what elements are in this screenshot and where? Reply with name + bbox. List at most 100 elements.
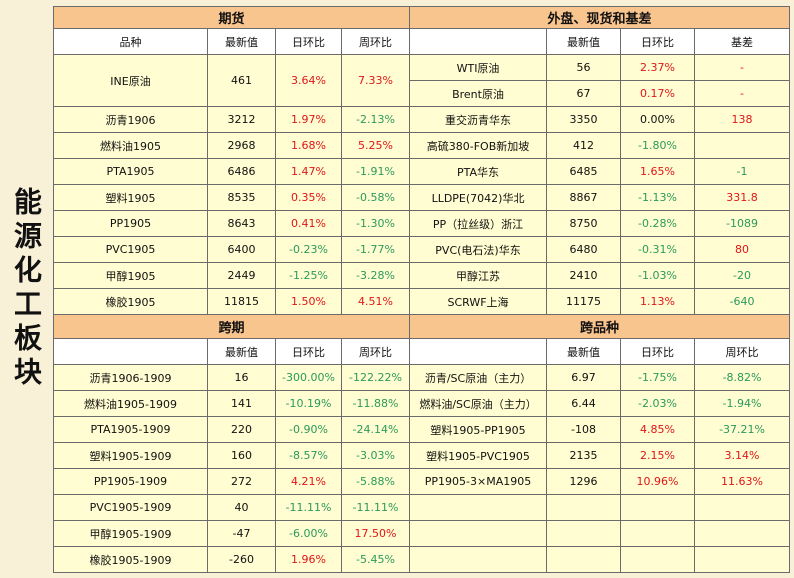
futures-name-cell: PP1905 (53, 210, 208, 237)
spread-day-change-cell: -0.90% (275, 416, 342, 443)
spot-day-change-cell: -0.31% (620, 236, 696, 263)
cross-day-change-cell: 4.85% (620, 416, 696, 443)
spot-value-cell: 8750 (546, 210, 622, 237)
spot-basis-cell: - (694, 54, 791, 81)
table-row: PP1905 8643 0.41% -1.30% PP（拉丝级）浙江 8750 -0.28%… (53, 210, 791, 237)
futures-value-cell: 2968 (207, 132, 276, 159)
cross-name-cell: 塑料1905-PVC1905 (409, 442, 548, 469)
spot-name-cell: 重交沥青华东 (409, 106, 548, 133)
futures-week-change-cell: -1.30% (340, 210, 411, 237)
spot-value-cell: 8867 (546, 184, 622, 211)
futures-week-change-cell: -1.91% (340, 158, 411, 185)
futures-header-day: 日环比 (275, 28, 342, 55)
cross-value-cell: 6.44 (546, 390, 622, 417)
futures-week-change-cell: 5.25% (340, 132, 411, 159)
table-row: 橡胶1905 11815 1.50% 4.51% SCRWF上海 11175 1.13% -6… (53, 288, 791, 315)
table-row: 橡胶1905-1909 -260 1.96% -5.45% (53, 546, 791, 573)
spot-day-change-cell: -1.03% (620, 262, 696, 289)
cross-name-cell: 沥青/SC原油（主力） (409, 364, 548, 391)
futures-section-title: 期货 (52, 6, 411, 29)
cross-day-change-cell: -2.03% (620, 390, 696, 417)
table-row: Brent原油 67 0.17% - (54, 80, 791, 107)
spot-value-cell: 412 (546, 132, 622, 159)
cross-day-change-cell (620, 546, 696, 573)
spread-value-cell: 141 (207, 390, 276, 417)
spot-value-cell: 11175 (546, 288, 622, 315)
table-row: 燃料油1905 2968 1.68% 5.25% 高硫380-FOB新加坡 412 -1.8… (53, 132, 791, 159)
cross-day-change-cell (620, 494, 696, 521)
spot-name-cell: PVC(电石法)华东 (409, 236, 548, 263)
spread-value-cell: 160 (207, 442, 276, 469)
spot-day-change-cell: 0.17% (620, 80, 696, 107)
futures-name-cell: INE原油 (53, 54, 208, 107)
spot-day-change-cell: -0.28% (620, 210, 696, 237)
table-row: PTA1905-1909 220 -0.90% -24.14% 塑料1905-PP190… (53, 416, 791, 443)
cross-week-change-cell (694, 520, 791, 547)
futures-name-cell: 沥青1906 (53, 106, 208, 133)
futures-value-cell: 3212 (207, 106, 276, 133)
futures-value-cell: 6486 (207, 158, 276, 185)
spread-section-title: 跨期 (52, 314, 411, 339)
futures-name-cell: 甲醇1905 (53, 262, 208, 289)
spot-value-cell: 67 (546, 80, 622, 107)
spread-value-cell: -260 (207, 546, 276, 573)
cross-day-change-cell: 2.15% (620, 442, 696, 469)
futures-name-cell: PVC1905 (53, 236, 208, 263)
cross-value-cell: 2135 (546, 442, 622, 469)
table-row: PVC1905-1909 40 -11.11% -11.11% (53, 494, 791, 521)
cross-week-change-cell: -37.21% (694, 416, 791, 443)
table-row: 塑料1905-1909 160 -8.57% -3.03% 塑料1905-PVC1905… (53, 442, 791, 469)
spot-basis-cell (694, 132, 791, 159)
futures-name-cell: PTA1905 (53, 158, 208, 185)
spot-header-basis: 基差 (694, 28, 791, 55)
spread-name-cell: 燃料油1905-1909 (53, 390, 208, 417)
cross-name-cell: 燃料油/SC原油（主力） (409, 390, 548, 417)
futures-header-week: 周环比 (340, 28, 411, 55)
spot-basis-cell: -640 (694, 288, 791, 315)
spread-value-cell: 220 (207, 416, 276, 443)
cross-value-cell: 1296 (546, 468, 622, 495)
spot-day-change-cell: -1.80% (620, 132, 696, 159)
cross-value-cell (546, 494, 622, 521)
cross-name-cell (409, 494, 548, 521)
futures-day-change-cell: -1.25% (275, 262, 342, 289)
spot-basis-cell: 138 (694, 106, 791, 133)
table-row: 燃料油1905-1909 141 -10.19% -11.88% 燃料油/SC原油（主力… (53, 390, 791, 417)
futures-day-change-cell: 1.50% (275, 288, 342, 315)
data-grid: 期货 外盘、现货和基差 品种 最新值 日环比 周环比 最新值 日环比 基差 IN… (52, 6, 791, 574)
table-row: 沥青1906-1909 16 -300.00% -122.22% 沥青/SC原油（主力）… (53, 364, 791, 391)
spread-name-cell: 甲醇1905-1909 (53, 520, 208, 547)
spread-day-change-cell: -11.11% (275, 494, 342, 521)
futures-value-cell: 461 (207, 54, 276, 107)
spot-basis-cell: - (694, 80, 791, 107)
spread-week-change-cell: -3.03% (340, 442, 411, 469)
spread-week-change-cell: -122.22% (340, 364, 411, 391)
spot-name-cell: PTA华东 (409, 158, 548, 185)
cross-name-cell: 塑料1905-PP1905 (409, 416, 548, 443)
spread-value-cell: 40 (207, 494, 276, 521)
table-row: 塑料1905 8535 0.35% -0.58% LLDPE(7042)华北 8867 -1… (53, 184, 791, 211)
spot-basis-cell: -1089 (694, 210, 791, 237)
futures-day-change-cell: 1.68% (275, 132, 342, 159)
spread-week-change-cell: -5.88% (340, 468, 411, 495)
futures-day-change-cell: 1.97% (275, 106, 342, 133)
spread-name-cell: 塑料1905-1909 (53, 442, 208, 469)
table-row: 甲醇1905 2449 -1.25% -3.28% 甲醇江苏 2410 -1.03% -20 (53, 262, 791, 289)
spread-day-change-cell: -8.57% (275, 442, 342, 469)
sector-title: 能源化工板块 (10, 187, 43, 391)
spot-name-cell: PP（拉丝级）浙江 (409, 210, 548, 237)
table-row: 沥青1906 3212 1.97% -2.13% 重交沥青华东 3350 0.00% 138 (53, 106, 791, 133)
spot-basis-cell: 80 (694, 236, 791, 263)
spot-header-value: 最新值 (546, 28, 622, 55)
spot-value-cell: 56 (546, 54, 622, 81)
sector-title-panel: 能源化工板块 (4, 6, 48, 572)
cross-day-change-cell: 10.96% (620, 468, 696, 495)
cross-name-cell (409, 520, 548, 547)
spot-basis-cell: -1 (694, 158, 791, 185)
spread-header-week: 周环比 (340, 338, 411, 365)
table-body: 期货 外盘、现货和基差 品种 最新值 日环比 周环比 最新值 日环比 基差 IN… (52, 6, 791, 573)
cross-value-cell (546, 546, 622, 573)
spot-value-cell: 3350 (546, 106, 622, 133)
futures-day-change-cell: 1.47% (275, 158, 342, 185)
